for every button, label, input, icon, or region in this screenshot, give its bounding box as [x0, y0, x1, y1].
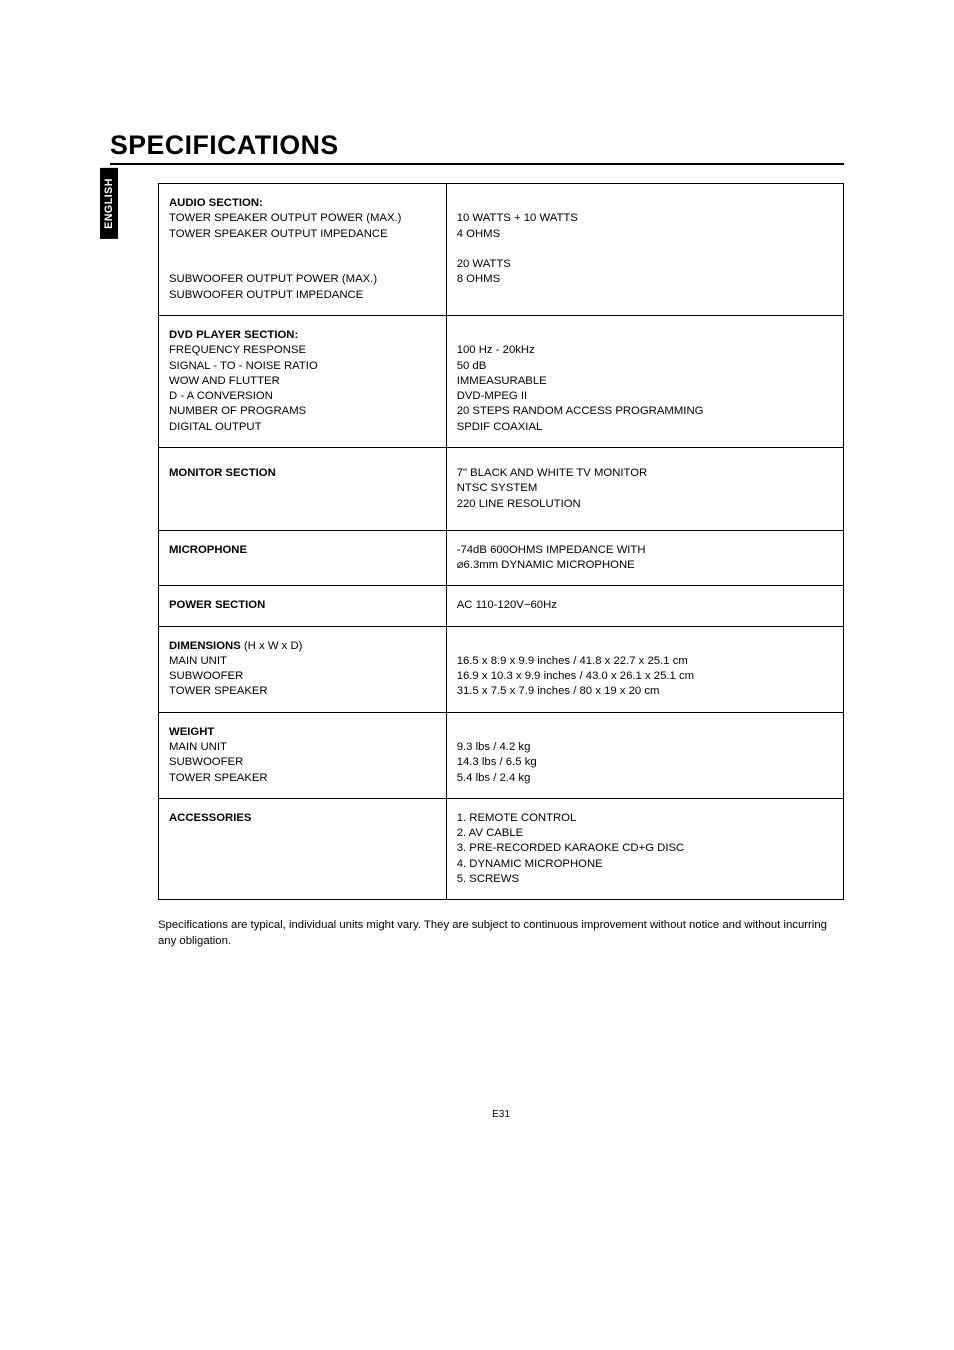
spec-label-line: TOWER SPEAKER	[169, 772, 268, 784]
spec-table: AUDIO SECTION: TOWER SPEAKER OUTPUT POWER…	[158, 183, 844, 900]
spec-heading-suffix: (H x W x D)	[241, 640, 303, 652]
spec-value-line: SPDIF COAXIAL	[457, 421, 543, 433]
page-number: E31	[158, 1109, 844, 1120]
spec-value-line: 5. SCREWS	[457, 873, 519, 885]
spec-value-cell: AC 110-120V~60Hz	[446, 586, 843, 626]
spec-value-cell: 9.3 lbs / 4.2 kg 14.3 lbs / 6.5 kg 5.4 lbs…	[446, 712, 843, 798]
spec-label-line: MAIN UNIT	[169, 741, 227, 753]
spec-content: AUDIO SECTION: TOWER SPEAKER OUTPUT POWER…	[158, 183, 844, 1120]
title-rule	[110, 163, 844, 165]
spec-value-cell: 1. REMOTE CONTROL 2. AV CABLE 3. PRE-RECOR…	[446, 798, 843, 899]
table-row: DVD PLAYER SECTION: FREQUENCY RESPONSE SIG…	[159, 315, 844, 447]
spec-label-cell: DIMENSIONS (H x W x D) MAIN UNIT SUBWOOFER…	[159, 626, 447, 712]
table-row: ACCESSORIES 1. REMOTE CONTROL 2. AV CABLE 3…	[159, 798, 844, 899]
spec-value-line: 8 OHMS	[457, 273, 500, 285]
table-row: AUDIO SECTION: TOWER SPEAKER OUTPUT POWER…	[159, 184, 844, 316]
spec-value-line: ⌀6.3mm DYNAMIC MICROPHONE	[457, 559, 635, 571]
footnote: Specifications are typical, individual u…	[158, 918, 844, 949]
spec-label-line: SUBWOOFER OUTPUT IMPEDANCE	[169, 289, 363, 301]
spec-value-line: AC 110-120V~60Hz	[457, 599, 557, 611]
spec-value-line: NTSC SYSTEM	[457, 482, 538, 494]
spec-value-line: 10 WATTS + 10 WATTS	[457, 212, 578, 224]
spec-label-line: MAIN UNIT	[169, 655, 227, 667]
spec-label-cell: ACCESSORIES	[159, 798, 447, 899]
spec-heading: AUDIO SECTION:	[169, 197, 263, 209]
language-tab: ENGLISH	[100, 168, 118, 239]
spec-value-line: 100 Hz - 20kHz	[457, 344, 535, 356]
spec-heading: DIMENSIONS	[169, 640, 241, 652]
spec-value-line: 1. REMOTE CONTROL	[457, 812, 577, 824]
spec-value-line: 20 STEPS RANDOM ACCESS PROGRAMMING	[457, 405, 704, 417]
table-row: MICROPHONE -74dB 600OHMS IMPEDANCE WITH ⌀6…	[159, 530, 844, 586]
spec-heading: DVD PLAYER SECTION:	[169, 329, 298, 341]
spec-value-line: 4 OHMS	[457, 228, 500, 240]
spec-value-line: 5.4 lbs / 2.4 kg	[457, 772, 531, 784]
spec-label-cell: DVD PLAYER SECTION: FREQUENCY RESPONSE SIG…	[159, 315, 447, 447]
spec-heading: MICROPHONE	[169, 544, 247, 556]
spec-value-line: 50 dB	[457, 360, 487, 372]
spec-label-line: SUBWOOFER OUTPUT POWER (MAX.)	[169, 273, 377, 285]
spec-label-cell: POWER SECTION	[159, 586, 447, 626]
table-row: WEIGHT MAIN UNIT SUBWOOFER TOWER SPEAKER 9.3…	[159, 712, 844, 798]
spec-label-line: WOW AND FLUTTER	[169, 375, 280, 387]
spec-label-line: D - A CONVERSION	[169, 390, 273, 402]
spec-label-cell: MICROPHONE	[159, 530, 447, 586]
spec-label-cell: WEIGHT MAIN UNIT SUBWOOFER TOWER SPEAKER	[159, 712, 447, 798]
spec-label-line: DIGITAL OUTPUT	[169, 421, 262, 433]
spec-label-line: SUBWOOFER	[169, 670, 243, 682]
spec-label-line: SUBWOOFER	[169, 756, 243, 768]
spec-value-line: 220 LINE RESOLUTION	[457, 498, 581, 510]
spec-value-line: 7" BLACK AND WHITE TV MONITOR	[457, 467, 648, 479]
spec-label-line: TOWER SPEAKER	[169, 685, 268, 697]
spec-label-line: TOWER SPEAKER OUTPUT POWER (MAX.)	[169, 212, 401, 224]
spec-heading: MONITOR SECTION	[169, 467, 276, 479]
spec-value-line: 9.3 lbs / 4.2 kg	[457, 741, 531, 753]
spec-label-line: NUMBER OF PROGRAMS	[169, 405, 306, 417]
spec-value-line: IMMEASURABLE	[457, 375, 547, 387]
spec-value-line: 14.3 lbs / 6.5 kg	[457, 756, 537, 768]
spec-value-line: -74dB 600OHMS IMPEDANCE WITH	[457, 544, 646, 556]
spec-label-cell: MONITOR SECTION	[159, 447, 447, 530]
spec-label-line: FREQUENCY RESPONSE	[169, 344, 306, 356]
spec-value-line: 31.5 x 7.5 x 7.9 inches / 80 x 19 x 20 c…	[457, 685, 660, 697]
spec-value-cell: 100 Hz - 20kHz 50 dB IMMEASURABLE DVD-MPEG …	[446, 315, 843, 447]
spec-value-line: 2. AV CABLE	[457, 827, 524, 839]
spec-value-cell: 7" BLACK AND WHITE TV MONITOR NTSC SYSTEM…	[446, 447, 843, 530]
spec-value-line: DVD-MPEG II	[457, 390, 528, 402]
spec-label-line: TOWER SPEAKER OUTPUT IMPEDANCE	[169, 228, 388, 240]
page-title: SPECIFICATIONS	[110, 130, 844, 163]
spec-label-cell: AUDIO SECTION: TOWER SPEAKER OUTPUT POWER…	[159, 184, 447, 316]
spec-value-line: 3. PRE-RECORDED KARAOKE CD+G DISC	[457, 842, 685, 854]
spec-value-line: 4. DYNAMIC MICROPHONE	[457, 858, 603, 870]
spec-value-line: 16.9 x 10.3 x 9.9 inches / 43.0 x 26.1 x…	[457, 670, 694, 682]
spec-value-cell: 10 WATTS + 10 WATTS 4 OHMS 20 WATTS 8 OHMS	[446, 184, 843, 316]
spec-value-line: 20 WATTS	[457, 258, 511, 270]
spec-heading: WEIGHT	[169, 726, 214, 738]
spec-heading: POWER SECTION	[169, 599, 265, 611]
table-row: POWER SECTION AC 110-120V~60Hz	[159, 586, 844, 626]
table-row: DIMENSIONS (H x W x D) MAIN UNIT SUBWOOFER…	[159, 626, 844, 712]
spec-tbody: AUDIO SECTION: TOWER SPEAKER OUTPUT POWER…	[159, 184, 844, 900]
spec-heading: ACCESSORIES	[169, 812, 251, 824]
spec-label-line: SIGNAL - TO - NOISE RATIO	[169, 360, 318, 372]
table-row: MONITOR SECTION 7" BLACK AND WHITE TV MON…	[159, 447, 844, 530]
spec-value-cell: 16.5 x 8.9 x 9.9 inches / 41.8 x 22.7 x …	[446, 626, 843, 712]
spec-value-line: 16.5 x 8.9 x 9.9 inches / 41.8 x 22.7 x …	[457, 655, 688, 667]
spec-value-cell: -74dB 600OHMS IMPEDANCE WITH ⌀6.3mm DYNAM…	[446, 530, 843, 586]
